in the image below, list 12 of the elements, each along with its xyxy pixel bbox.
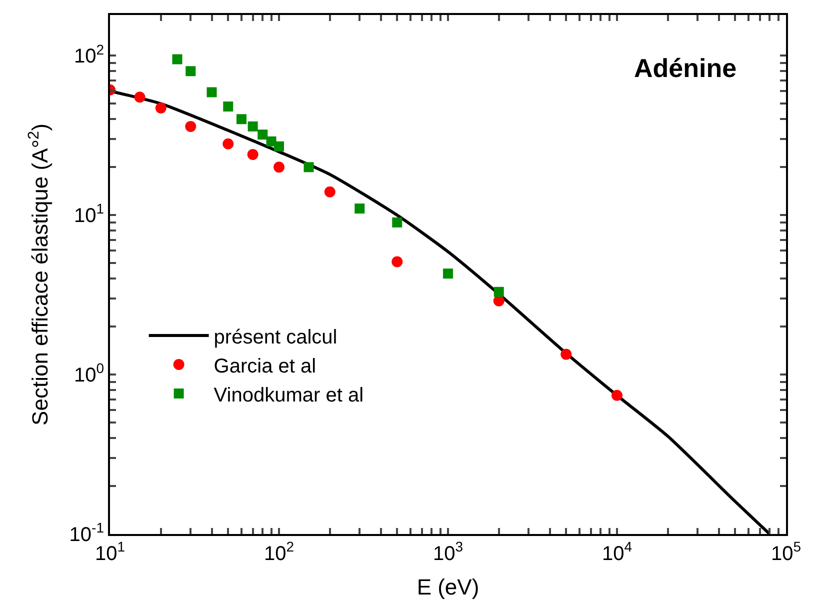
text: Adénine [634, 53, 737, 83]
x-tick-label: 10$^{2}$ [264, 538, 294, 565]
legend-label: Vinodkumar et al [214, 384, 364, 406]
legend-label: présent calcul [214, 326, 338, 348]
y-tick-label: 10$^{1}$ [74, 200, 104, 228]
x-tick-label: 10$^{4}$ [602, 538, 632, 565]
x-tick-label: 10$^{3}$ [432, 538, 464, 565]
x-axis-title: E (eV) [416, 574, 480, 600]
legend-label: Garcia et al [214, 355, 316, 378]
y-tick-label: 10$^{0}$ [74, 360, 104, 387]
y-tick-label: 10$^{2}$ [74, 41, 104, 68]
x-tick-label: 10$^{5}$ [770, 538, 802, 565]
